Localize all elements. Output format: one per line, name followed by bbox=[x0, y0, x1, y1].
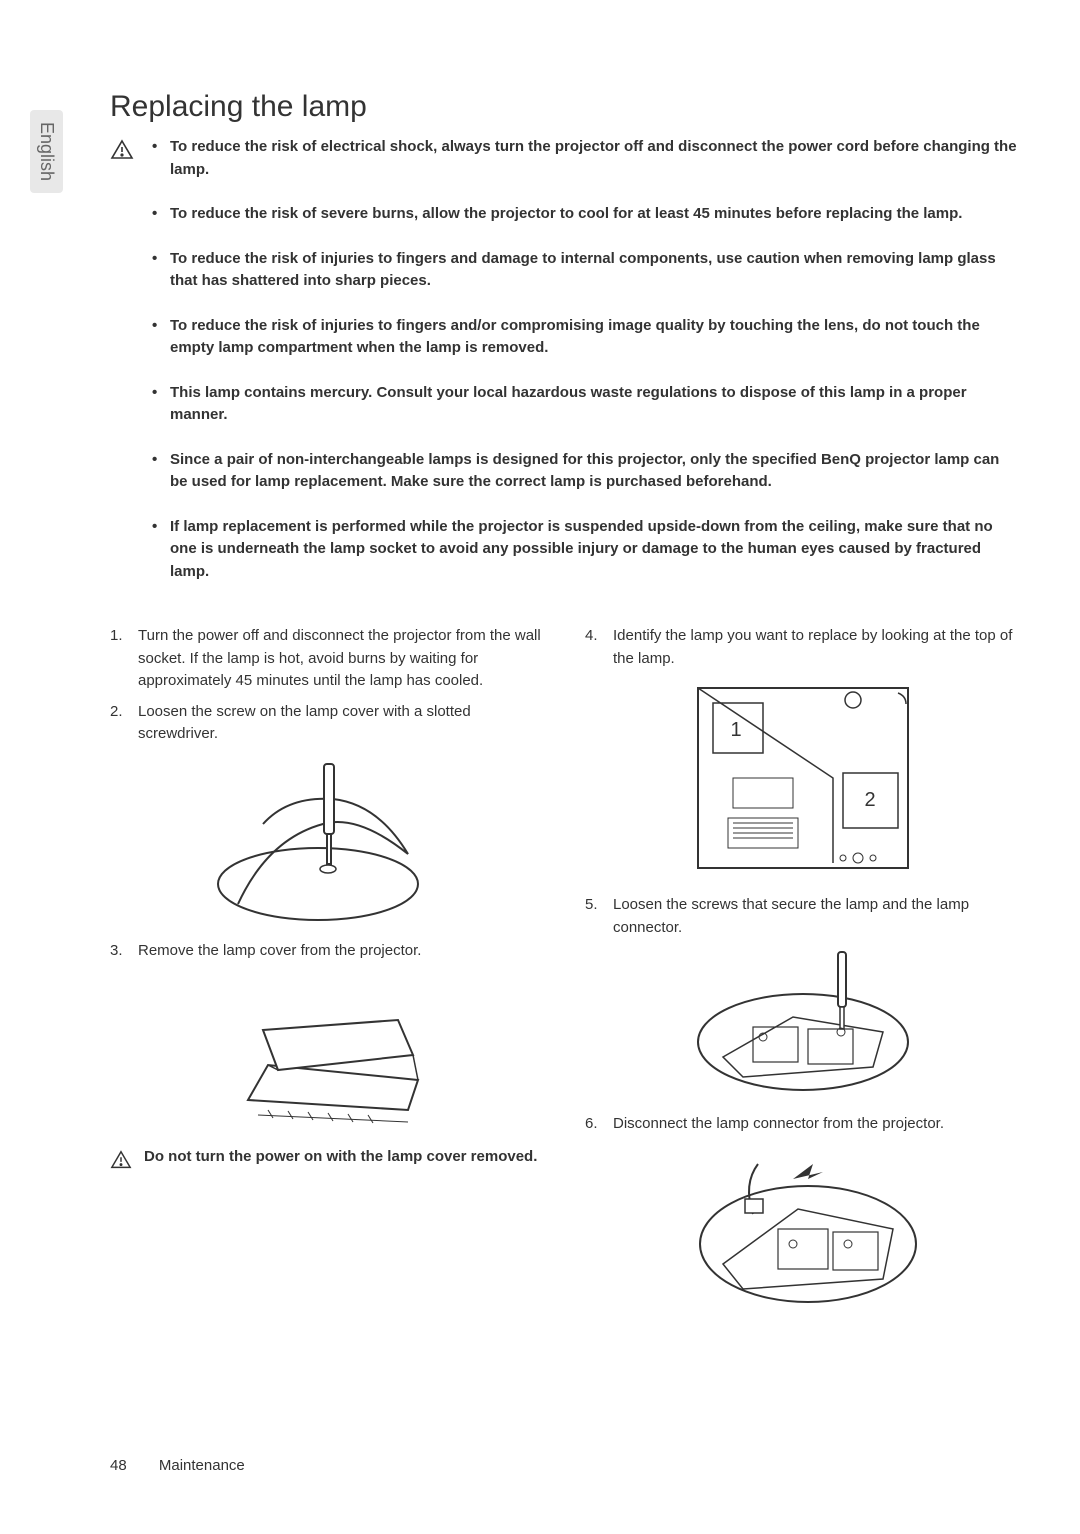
page-heading: Replacing the lamp bbox=[110, 90, 1020, 124]
screwdriver-loosen-illustration bbox=[208, 754, 448, 924]
remove-cover-illustration bbox=[208, 970, 448, 1130]
warning-item: To reduce the risk of injuries to finger… bbox=[146, 315, 1020, 360]
warning-triangle-icon bbox=[110, 1149, 136, 1176]
illustration bbox=[110, 970, 545, 1130]
warning-triangle-icon bbox=[110, 138, 138, 167]
warning-item: If lamp replacement is performed while t… bbox=[146, 516, 1020, 584]
warning-item: To reduce the risk of injuries to finger… bbox=[146, 248, 1020, 293]
step-row: 3. Remove the lamp cover from the projec… bbox=[110, 940, 545, 963]
step-row: 2. Loosen the screw on the lamp cover wi… bbox=[110, 701, 545, 746]
warnings-block: To reduce the risk of electrical shock, … bbox=[110, 136, 1020, 605]
caution-text: Do not turn the power on with the lamp c… bbox=[144, 1146, 537, 1167]
page-footer: 48 Maintenance bbox=[110, 1457, 245, 1474]
step-number: 3. bbox=[110, 940, 138, 963]
illustration bbox=[585, 947, 1020, 1097]
warning-item: Since a pair of non-interchangeable lamp… bbox=[146, 449, 1020, 494]
left-column: 1. Turn the power off and disconnect the… bbox=[110, 625, 545, 1330]
page-number: 48 bbox=[110, 1457, 127, 1474]
right-column: 4. Identify the lamp you want to replace… bbox=[585, 625, 1020, 1330]
section-name: Maintenance bbox=[159, 1457, 245, 1474]
step-number: 5. bbox=[585, 894, 613, 939]
loosen-lamp-screws-illustration bbox=[683, 947, 923, 1097]
illustration bbox=[110, 754, 545, 924]
svg-text:2: 2 bbox=[864, 789, 875, 811]
illustration bbox=[585, 1144, 1020, 1314]
caution-row: Do not turn the power on with the lamp c… bbox=[110, 1146, 545, 1176]
step-text: Loosen the screws that secure the lamp a… bbox=[613, 894, 1020, 939]
step-text: Turn the power off and disconnect the pr… bbox=[138, 625, 545, 693]
warning-item: This lamp contains mercury. Consult your… bbox=[146, 382, 1020, 427]
step-row: 6. Disconnect the lamp connector from th… bbox=[585, 1113, 1020, 1136]
page-content: Replacing the lamp To reduce the risk of… bbox=[0, 0, 1080, 1390]
svg-text:1: 1 bbox=[730, 719, 741, 741]
step-text: Remove the lamp cover from the projector… bbox=[138, 940, 545, 963]
lamp-top-view-illustration: 1 2 bbox=[688, 678, 918, 878]
step-text: Disconnect the lamp connector from the p… bbox=[613, 1113, 1020, 1136]
step-row: 1. Turn the power off and disconnect the… bbox=[110, 625, 545, 693]
step-number: 4. bbox=[585, 625, 613, 670]
step-number: 2. bbox=[110, 701, 138, 746]
illustration: 1 2 bbox=[585, 678, 1020, 878]
step-number: 1. bbox=[110, 625, 138, 693]
step-row: 4. Identify the lamp you want to replace… bbox=[585, 625, 1020, 670]
step-row: 5. Loosen the screws that secure the lam… bbox=[585, 894, 1020, 939]
step-text: Identify the lamp you want to replace by… bbox=[613, 625, 1020, 670]
disconnect-connector-illustration bbox=[683, 1144, 923, 1314]
warnings-list: To reduce the risk of electrical shock, … bbox=[146, 136, 1020, 605]
warning-item: To reduce the risk of electrical shock, … bbox=[146, 136, 1020, 181]
step-text: Loosen the screw on the lamp cover with … bbox=[138, 701, 545, 746]
steps-columns: 1. Turn the power off and disconnect the… bbox=[110, 625, 1020, 1330]
warning-item: To reduce the risk of severe burns, allo… bbox=[146, 203, 1020, 226]
step-number: 6. bbox=[585, 1113, 613, 1136]
